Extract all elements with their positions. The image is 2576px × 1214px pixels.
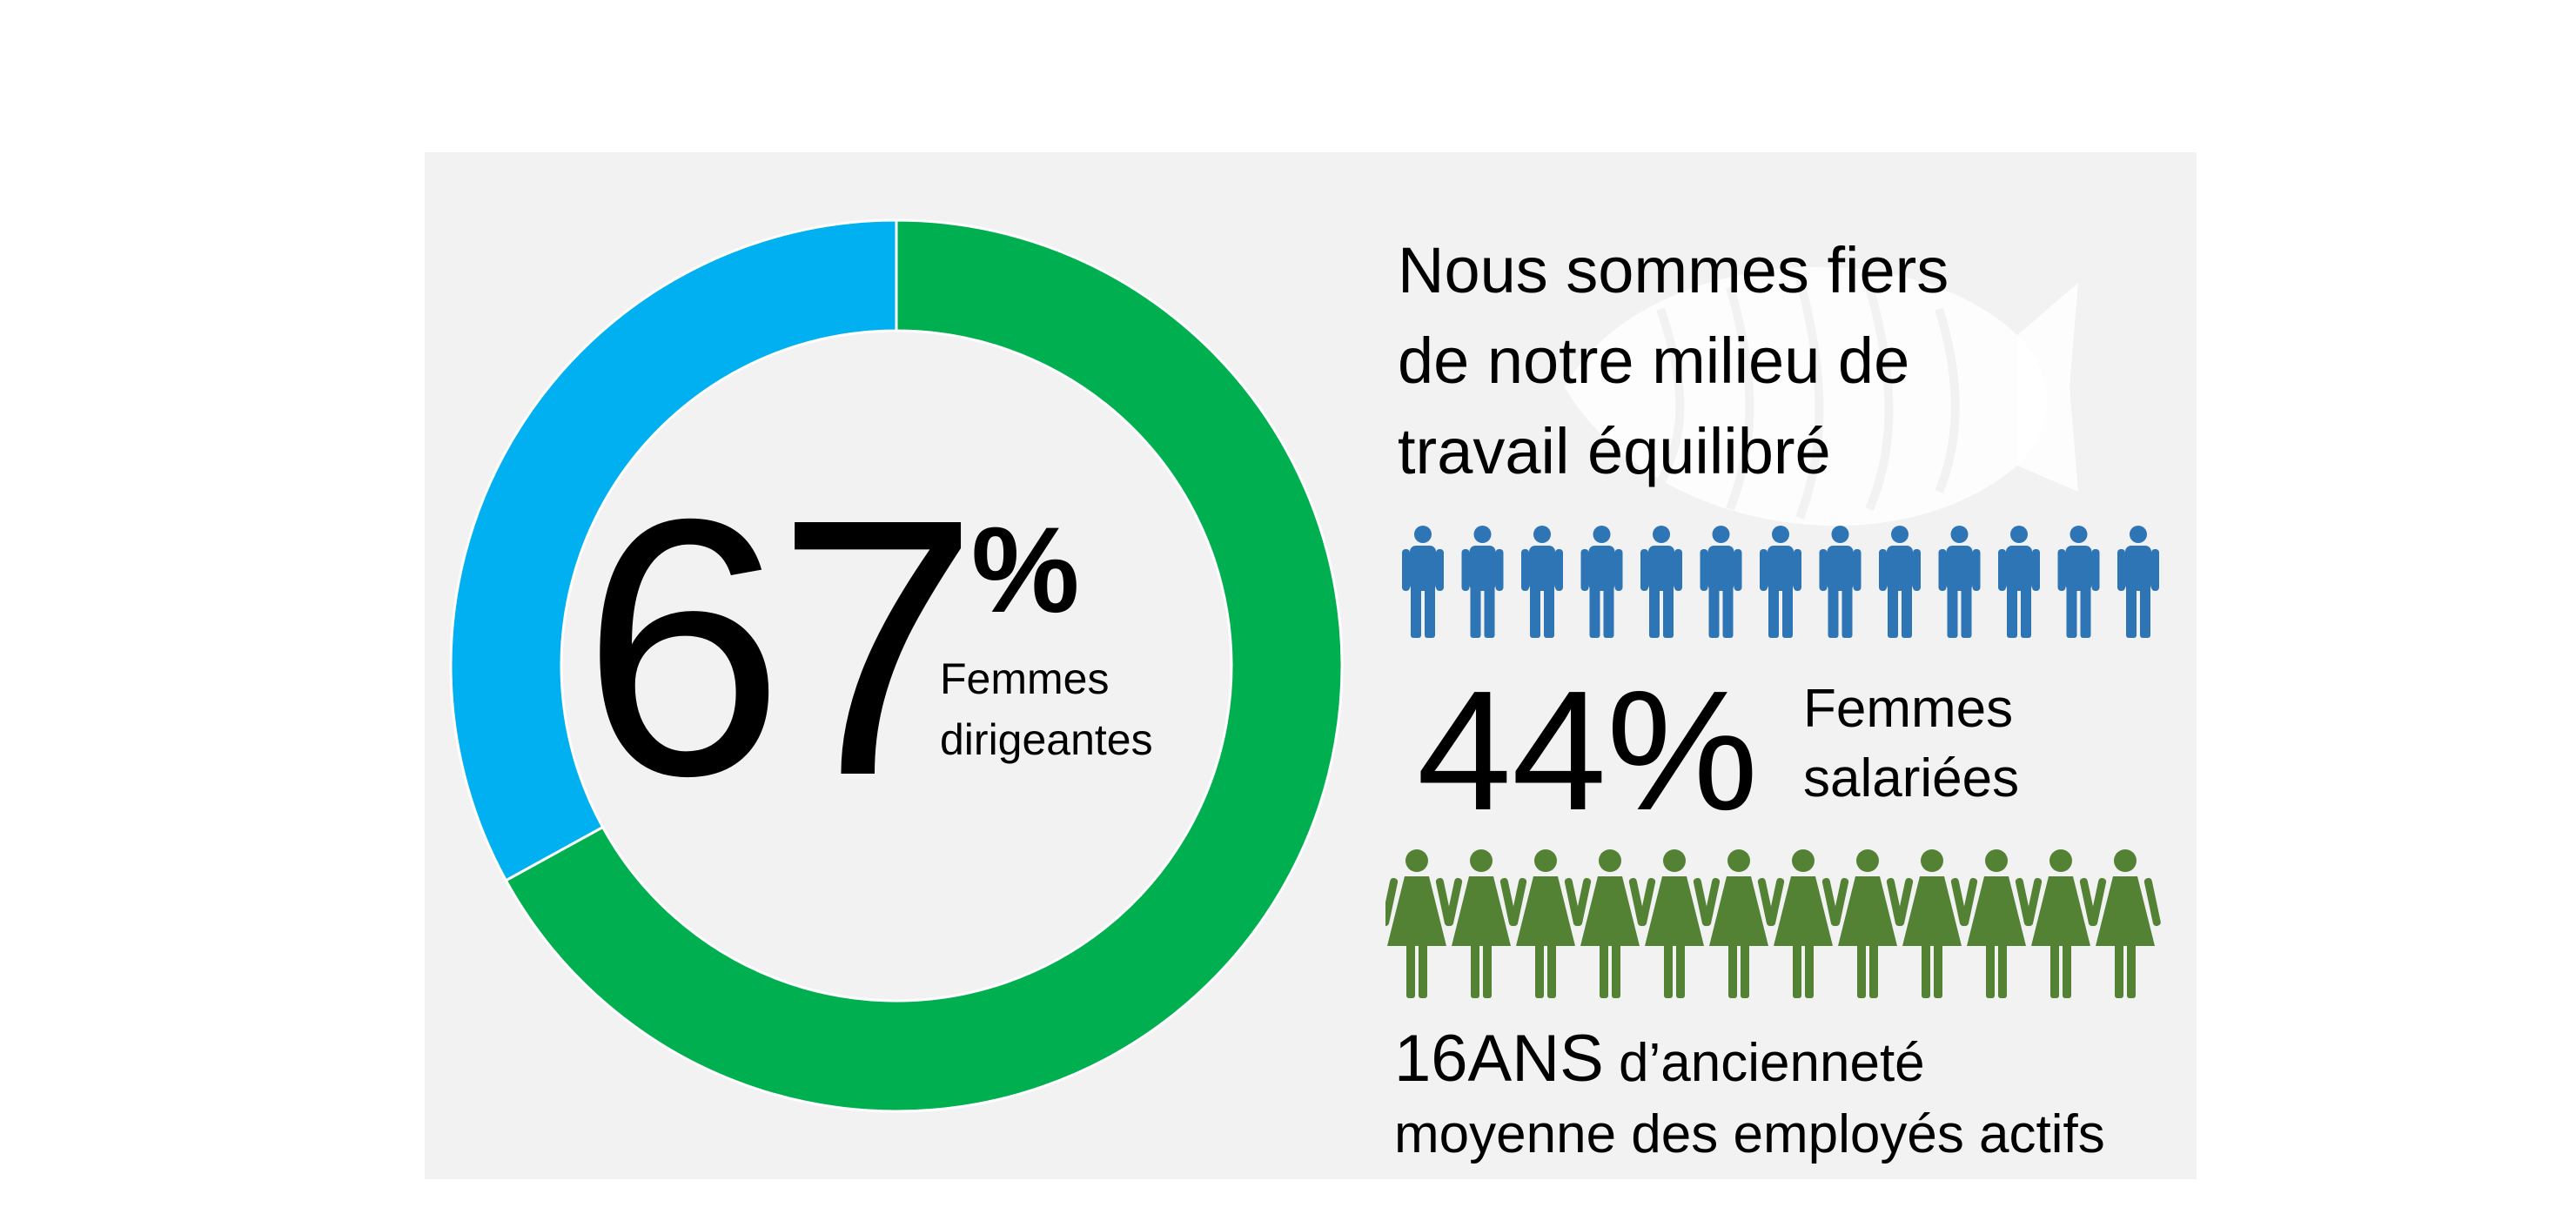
man-icon <box>1402 526 1444 638</box>
women-leaders-label-line2: dirigeantes <box>940 715 1153 764</box>
tenure-line1-rest: d’ancienneté <box>1603 1033 1925 1093</box>
tenure-line1: 16ANS d’ancienneté <box>1394 1023 2105 1100</box>
woman-icon <box>1574 849 1646 998</box>
woman-icon <box>2025 849 2096 998</box>
man-icon <box>2057 526 2100 638</box>
tenure-value: 16ANS <box>1394 1022 1604 1096</box>
woman-icon <box>2090 849 2161 998</box>
man-icon <box>2117 526 2159 638</box>
tenure-stat: 16ANS d’ancienneté moyenne des employés … <box>1394 1023 2105 1170</box>
woman-icon <box>1768 849 1839 998</box>
woman-icon <box>1639 849 1710 998</box>
woman-icon <box>1510 849 1581 998</box>
tenure-line2: moyenne des employés actifs <box>1394 1104 2105 1164</box>
donut-chart <box>449 218 1344 1113</box>
women-employees-label-line2: salariées <box>1803 748 2020 808</box>
man-icon <box>1580 526 1623 638</box>
women-leaders-label-line1: Femmes <box>940 654 1110 703</box>
donut-slice-0 <box>504 218 1344 1113</box>
man-icon <box>1461 526 1504 638</box>
women-employees-label-line1: Femmes <box>1803 679 2014 739</box>
man-icon <box>1760 526 1801 638</box>
woman-icon <box>1703 849 1774 998</box>
man-icon <box>1819 526 1862 638</box>
infographic-panel: 67 % Femmes dirigeantes Nous sommes fier… <box>425 152 2197 1179</box>
women-icons-row <box>1385 849 2161 998</box>
women-employees-percent-value: 44 <box>1417 655 1607 846</box>
headline-line1: Nous sommes fiers <box>1398 234 1949 306</box>
women-employees-label: Femmes salariées <box>1803 674 2019 814</box>
headline-line3: travail équilibré <box>1398 415 1831 487</box>
women-leaders-percent: 67 <box>581 444 979 852</box>
man-icon <box>1640 526 1682 638</box>
woman-icon <box>1832 849 1903 998</box>
woman-icon <box>1961 849 2032 998</box>
fish-watermark-icon <box>1565 266 2078 527</box>
women-employees-percent: 44% <box>1417 666 1758 836</box>
headline-line2: de notre milieu de <box>1398 325 1910 397</box>
headline: Nous sommes fiers de notre milieu de tra… <box>1398 225 1949 497</box>
man-icon <box>1521 526 1563 638</box>
woman-icon <box>1385 849 1452 998</box>
donut-slice-1 <box>449 218 898 882</box>
men-icons-row <box>1402 526 2159 638</box>
man-icon <box>1879 526 1921 638</box>
man-icon <box>1998 526 2040 638</box>
woman-icon <box>1446 849 1517 998</box>
man-icon <box>1700 526 1742 638</box>
women-employees-percent-sign: % <box>1607 655 1759 846</box>
women-leaders-percent-sign: % <box>971 501 1080 638</box>
woman-icon <box>1896 849 1968 998</box>
man-icon <box>1938 526 1981 638</box>
women-leaders-label: Femmes dirigeantes <box>940 648 1153 770</box>
